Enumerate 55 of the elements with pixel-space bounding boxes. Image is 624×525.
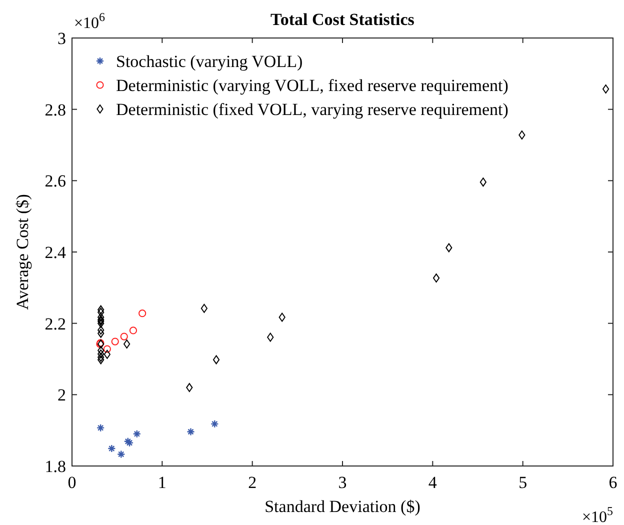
- point: [98, 352, 104, 362]
- y-tick-label: 2.6: [44, 172, 66, 191]
- x-tick-label: 6: [608, 473, 618, 492]
- point: [98, 318, 104, 328]
- x-tick-label: 0: [68, 473, 76, 492]
- point: [186, 383, 193, 392]
- point: [267, 332, 274, 342]
- point: [98, 312, 104, 322]
- point: [210, 420, 219, 428]
- x-tick-label: 5: [518, 473, 528, 492]
- y-tick-label: 2.4: [44, 243, 66, 262]
- chart-title: Total Cost Statistics: [270, 10, 415, 29]
- text: ×10$^{5}$: [582, 504, 613, 525]
- y-tick-label: 3: [58, 29, 66, 48]
- text: ×10$^{6}$: [74, 10, 106, 32]
- point: [602, 84, 610, 94]
- point: [518, 130, 526, 140]
- point: [104, 350, 110, 359]
- point: [129, 326, 138, 334]
- x-tick-label: 3: [338, 473, 347, 492]
- y-tick-label: 2.8: [44, 100, 66, 120]
- point: [186, 428, 195, 436]
- y-tick-label: 2: [58, 386, 66, 405]
- legend-label: Deterministic (varying VOLL, fixed reserve requirement): [116, 76, 508, 95]
- y-tick-label: 1.8: [44, 457, 66, 476]
- point: [98, 328, 104, 338]
- point: [111, 338, 119, 346]
- y-tick-label: 2.2: [44, 314, 66, 334]
- x-axis-title: Standard Deviation ($): [264, 497, 420, 516]
- point: [132, 430, 142, 438]
- point: [98, 350, 104, 359]
- y-axis-title: Average Cost ($): [13, 194, 32, 310]
- point: [103, 345, 111, 353]
- point: [124, 340, 130, 349]
- x-tick-label: 2: [248, 473, 257, 492]
- point: [98, 305, 104, 314]
- point: [98, 346, 104, 355]
- x-tick-label: 1: [158, 473, 166, 492]
- point: [98, 308, 104, 317]
- point: [200, 304, 208, 313]
- point: [108, 444, 116, 453]
- point: [120, 332, 128, 340]
- point: [278, 312, 286, 322]
- point: [98, 326, 104, 335]
- point: [98, 355, 104, 364]
- point: [212, 355, 220, 364]
- x-tick-label: 4: [428, 473, 438, 492]
- legend-label: Stochastic (varying VOLL): [116, 52, 303, 71]
- legend-label: Deterministic (fixed VOLL, varying reserve requirement): [116, 100, 508, 119]
- point: [446, 243, 452, 252]
- point: [117, 450, 126, 458]
- point: [138, 310, 146, 318]
- point: [96, 424, 105, 432]
- point: [432, 274, 440, 283]
- point: [480, 178, 486, 187]
